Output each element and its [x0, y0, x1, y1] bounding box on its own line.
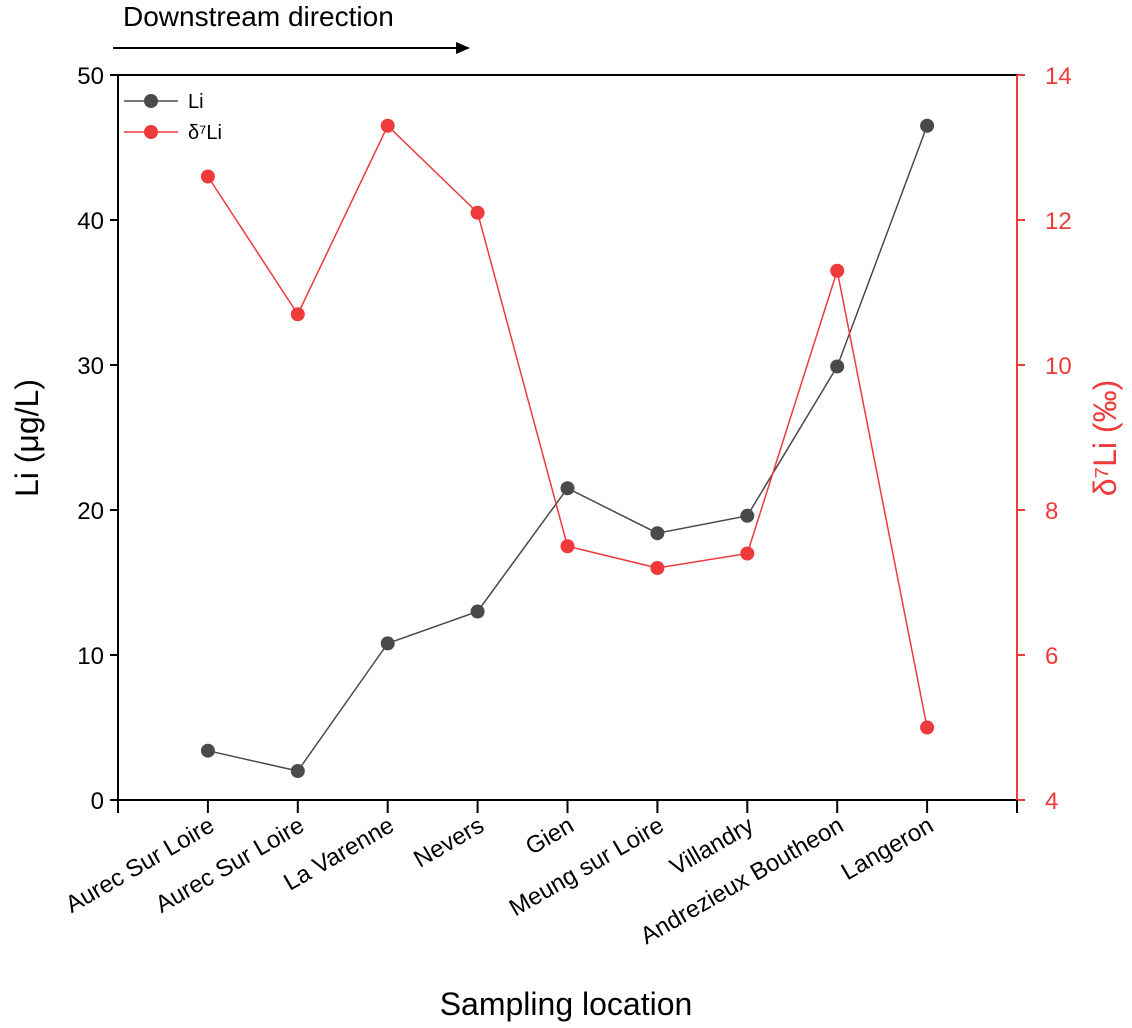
x-tick-label: Gien	[521, 812, 578, 861]
downstream-direction-label: Downstream direction	[123, 1, 394, 32]
d7li-data-point	[560, 539, 575, 554]
d7li-data-point	[830, 263, 845, 278]
x-tick-label: Aurec Sur Loire	[61, 812, 219, 919]
li-data-point	[470, 604, 485, 619]
right-tick-label: 8	[1045, 498, 1058, 525]
li-data-point	[380, 636, 395, 651]
li-data-point	[920, 118, 935, 133]
x-axis-title: Sampling location	[440, 986, 693, 1022]
left-y-axis-title: Li (μg/L)	[9, 379, 45, 497]
right-tick-label: 12	[1045, 208, 1072, 235]
x-tick-label: Langeron	[837, 812, 938, 886]
left-tick-label: 20	[77, 498, 104, 525]
li-data-point	[830, 359, 845, 374]
right-tick-label: 10	[1045, 353, 1072, 380]
left-tick-label: 0	[91, 788, 104, 815]
legend-d7li-marker	[144, 125, 158, 139]
li-data-point	[290, 764, 305, 778]
d7li-data-point	[920, 720, 935, 735]
li-data-point	[200, 743, 215, 758]
x-tick-label: Nevers	[409, 812, 488, 873]
li-data-point	[650, 526, 665, 541]
right-tick-label: 4	[1045, 788, 1058, 815]
legend-li-marker	[144, 94, 158, 108]
li-data-point	[740, 508, 755, 523]
right-tick-label: 6	[1045, 643, 1058, 670]
series-layer	[200, 118, 935, 778]
left-tick-label: 50	[77, 63, 104, 90]
right-tick-label: 14	[1045, 63, 1072, 90]
legend-d7li-label: δ⁷Li	[188, 122, 222, 144]
left-tick-label: 30	[77, 353, 104, 380]
li-data-point	[560, 481, 575, 496]
left-y-axis-ticks: 0 10 20 30 40 50	[77, 63, 118, 815]
d7li-data-point	[380, 118, 395, 133]
d7li-data-point	[740, 546, 755, 561]
left-tick-label: 40	[77, 208, 104, 235]
series-line-d7li	[207, 124, 928, 728]
legend-li-label: Li	[188, 91, 204, 113]
series-line-li	[207, 125, 928, 772]
left-tick-label: 10	[77, 643, 104, 670]
right-y-axis-ticks: 4 6 8 10 12 14	[1017, 63, 1072, 815]
d7li-data-point	[200, 169, 215, 184]
legend: Li δ⁷Li	[124, 91, 222, 144]
d7li-data-point	[470, 205, 485, 220]
right-y-axis-title: δ⁷Li (‰)	[1087, 380, 1123, 497]
d7li-data-point	[290, 307, 305, 322]
d7li-data-point	[650, 561, 665, 575]
x-tick-label: Meung sur Loire	[505, 812, 669, 922]
x-tick-label: Aurec Sur Loire	[151, 812, 309, 919]
